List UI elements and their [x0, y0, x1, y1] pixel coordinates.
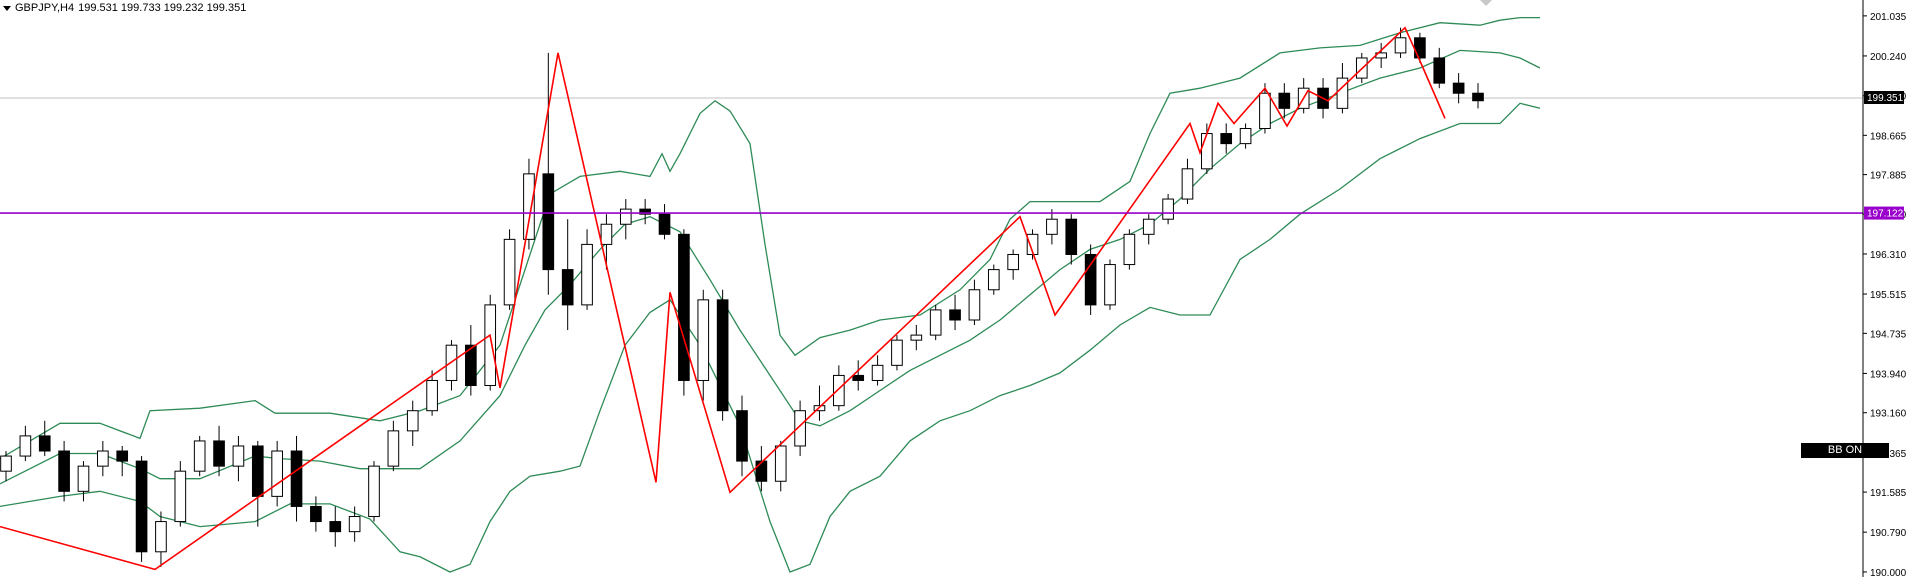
bearish-candle	[716, 299, 729, 412]
bearish-candle	[949, 309, 961, 321]
bullish-candle	[1394, 37, 1407, 54]
zigzag-indicator	[0, 26, 1446, 571]
bearish-candle	[251, 445, 264, 497]
price-tick-label: 195.515	[1870, 290, 1907, 301]
price-tick-label: 194.735	[1870, 329, 1907, 340]
bullish-candle	[968, 289, 981, 321]
bullish-candle	[833, 374, 845, 407]
bullish-candle	[600, 223, 613, 245]
bb-toggle-button[interactable]: BB ON	[1801, 443, 1889, 458]
bearish-candle	[213, 440, 225, 467]
current-price-label-box	[1864, 91, 1904, 104]
bearish-candle	[310, 505, 322, 523]
bearish-candle	[736, 410, 748, 462]
bullish-candle	[426, 379, 438, 412]
bullish-candle	[697, 299, 710, 381]
bullish-candle	[174, 470, 187, 523]
bullish-candle	[484, 304, 497, 387]
current-price-label: 199.351	[1867, 93, 1904, 104]
bullish-candle	[891, 339, 903, 366]
bullish-candle	[271, 450, 283, 497]
symbol-name: GBPJPY,H4	[15, 2, 75, 14]
price-tick-label: 193.160	[1870, 409, 1907, 420]
ohlc-prices: 199.531 199.733 199.232 199.351	[78, 2, 247, 14]
bearish-candle	[561, 269, 574, 306]
price-tick-label: 190.790	[1870, 528, 1907, 539]
bullish-candle	[929, 309, 942, 336]
bullish-candle	[348, 516, 361, 533]
price-tick-label: 201.035	[1870, 12, 1907, 23]
bullish-candle	[1181, 168, 1194, 200]
bullish-candle	[1259, 92, 1271, 130]
bollinger-lower-band	[0, 102, 1541, 573]
bearish-candle	[542, 173, 555, 271]
bearish-candle	[1433, 57, 1446, 84]
bollinger-upper-band	[0, 16, 1540, 460]
bullish-candle	[794, 410, 806, 447]
bullish-candle	[155, 521, 167, 553]
price-tick-label: 196.310	[1870, 250, 1907, 261]
bearish-candle	[639, 208, 651, 215]
chart-shift-marker-icon[interactable]	[1480, 0, 1492, 6]
bullish-candle	[406, 410, 419, 432]
bearish-candle	[1084, 253, 1097, 306]
bearish-candle	[678, 233, 690, 381]
bullish-candle	[1142, 218, 1155, 235]
bullish-candle	[77, 465, 90, 492]
bullish-candle	[1007, 253, 1019, 271]
bullish-candle	[503, 238, 516, 306]
bullish-candle	[1026, 233, 1039, 255]
bearish-candle	[1278, 92, 1291, 109]
price-tick-label: 191.585	[1870, 488, 1907, 499]
bullish-candle	[523, 173, 535, 240]
bullish-candle	[1201, 133, 1213, 170]
bullish-candle	[19, 435, 32, 457]
bullish-candle	[581, 243, 593, 306]
dropdown-triangle-icon[interactable]	[3, 5, 11, 11]
price-tick-label: 200.240	[1870, 52, 1907, 63]
bullish-candle	[97, 450, 109, 467]
horizontal-level-label-box	[1864, 206, 1904, 220]
bearish-candle	[755, 460, 768, 482]
bullish-candle	[193, 440, 206, 472]
bearish-candle	[290, 450, 303, 507]
bullish-candle	[1239, 128, 1252, 145]
bearish-candle	[135, 460, 148, 553]
bullish-candle	[774, 445, 787, 482]
bearish-candle	[38, 435, 51, 452]
bearish-candle	[1452, 82, 1465, 94]
bearish-candle	[1065, 218, 1078, 255]
bullish-candle	[619, 208, 632, 225]
bearish-candle	[58, 450, 70, 492]
bullish-candle	[987, 269, 1000, 291]
bullish-candle	[1046, 218, 1058, 235]
bearish-candle	[116, 450, 129, 462]
price-tick-label: 197.885	[1870, 171, 1907, 182]
bullish-candle	[0, 455, 12, 472]
bearish-candle	[658, 213, 671, 235]
symbol-header[interactable]: GBPJPY,H4 199.531 199.733 199.232 199.35…	[3, 2, 246, 14]
bearish-candle	[329, 521, 342, 533]
bearish-candle	[852, 374, 865, 381]
bullish-candle	[1123, 233, 1136, 266]
bullish-candle	[1162, 198, 1174, 220]
bearish-candle	[1472, 92, 1484, 102]
price-tick-label: 190.000	[1870, 568, 1907, 577]
bullish-candle	[368, 465, 380, 518]
bearish-candle	[1414, 37, 1426, 59]
horizontal-level-label: 197.122	[1867, 209, 1904, 220]
bearish-candle	[465, 344, 477, 387]
bullish-candle	[910, 334, 923, 341]
price-tick-label: 193.940	[1870, 369, 1907, 380]
bullish-candle	[232, 445, 245, 467]
bullish-candle	[871, 364, 884, 381]
bullish-candle	[1104, 264, 1116, 306]
bullish-candle	[387, 430, 400, 467]
bearish-candle	[1220, 133, 1233, 145]
price-tick-label: 198.665	[1870, 131, 1907, 142]
